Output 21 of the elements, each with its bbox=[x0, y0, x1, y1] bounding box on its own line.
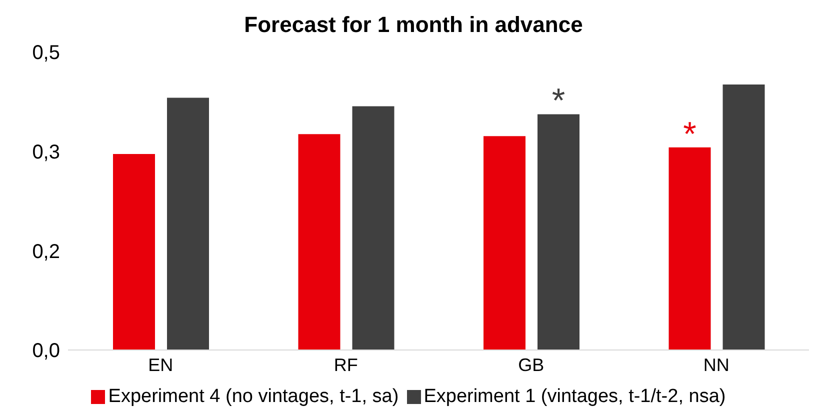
bar bbox=[113, 154, 155, 350]
y-tick-label: 0,2 bbox=[32, 240, 60, 263]
x-tick-label: GB bbox=[518, 354, 544, 375]
data-label: * bbox=[552, 82, 566, 120]
x-tick-label: EN bbox=[148, 354, 174, 375]
legend-label: Experiment 1 (vintages, t-1/t-2, nsa) bbox=[422, 386, 726, 408]
bar bbox=[484, 136, 526, 350]
chart-title: Forecast for 1 month in advance bbox=[243, 11, 584, 39]
y-tick-label: 0,5 bbox=[32, 42, 60, 64]
bar bbox=[668, 147, 711, 350]
x-tick-label: NN bbox=[703, 354, 730, 375]
x-tick-label: RF bbox=[334, 354, 358, 375]
data-label: * bbox=[683, 115, 696, 154]
y-tick-label: 0,0 bbox=[32, 340, 60, 362]
bar bbox=[722, 84, 765, 350]
y-tick-label: 0,3 bbox=[32, 141, 60, 164]
bar bbox=[298, 134, 340, 350]
legend-label: Experiment 4 (no vintages, t-1, sa) bbox=[107, 386, 399, 408]
bar bbox=[167, 98, 209, 350]
bar bbox=[538, 114, 580, 350]
bar bbox=[352, 106, 394, 350]
